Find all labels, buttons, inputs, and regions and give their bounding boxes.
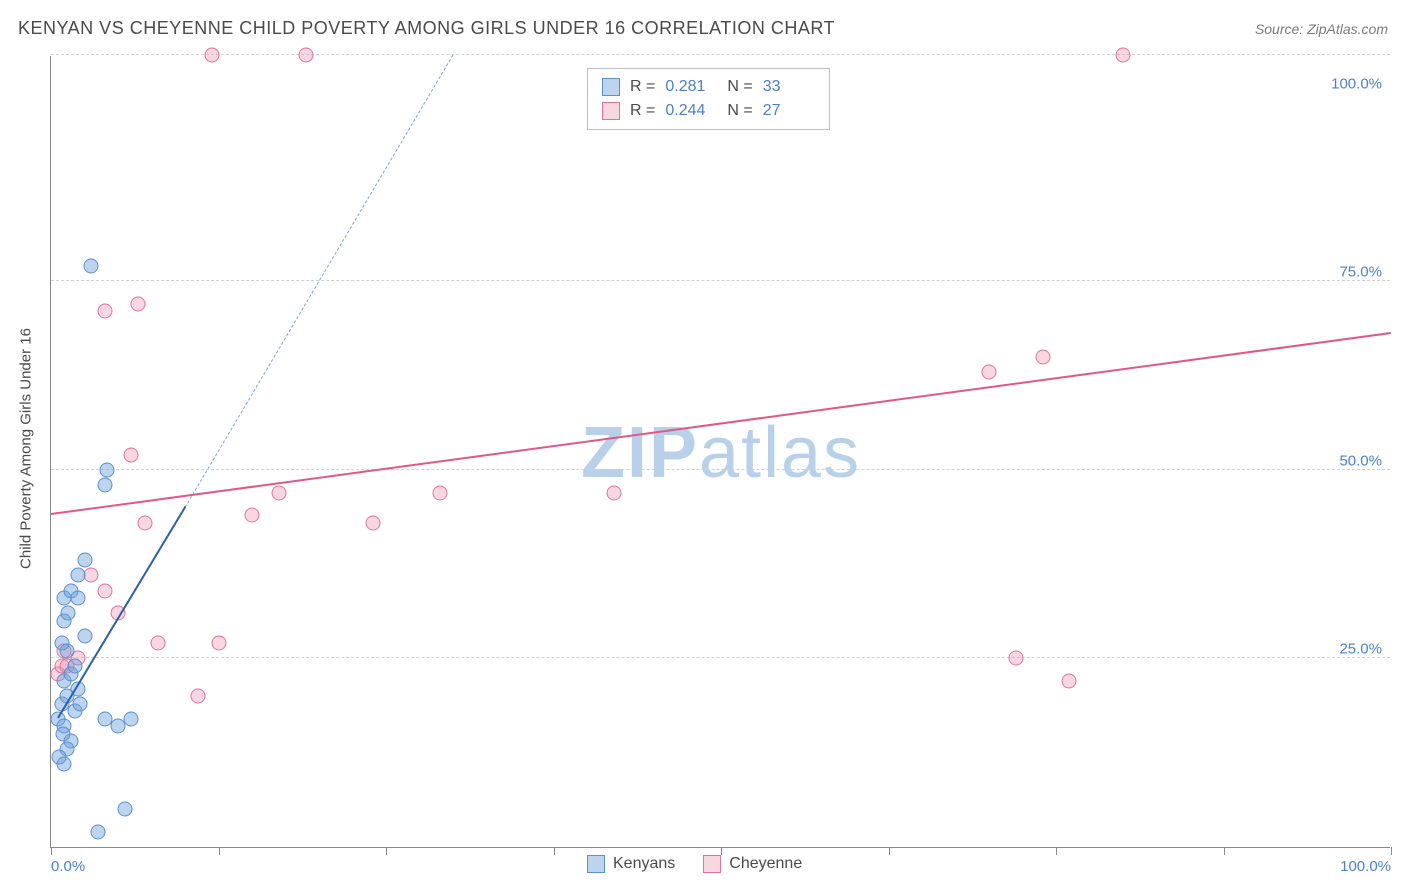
legend-item: Cheyenne <box>703 855 802 873</box>
chart-title: KENYAN VS CHEYENNE CHILD POVERTY AMONG G… <box>18 18 835 39</box>
data-point-kenyans <box>84 259 99 274</box>
data-point-kenyans <box>61 606 76 621</box>
legend-swatch <box>587 855 605 873</box>
data-point-cheyenne <box>245 508 260 523</box>
data-point-kenyans <box>90 824 105 839</box>
data-point-kenyans <box>77 628 92 643</box>
data-point-cheyenne <box>124 447 139 462</box>
legend-item: Kenyans <box>587 855 675 873</box>
data-point-cheyenne <box>271 485 286 500</box>
data-point-kenyans <box>54 636 69 651</box>
gridline-h <box>51 657 1390 658</box>
data-point-cheyenne <box>131 296 146 311</box>
x-tick <box>1056 847 1057 855</box>
y-tick-label: 100.0% <box>1331 75 1382 92</box>
legend-swatch <box>602 102 620 120</box>
x-tick <box>386 847 387 855</box>
legend-label: Cheyenne <box>729 855 802 873</box>
stats-box: R = 0.281 N = 33 R = 0.244 N = 27 <box>587 68 830 130</box>
y-axis-label: Child Poverty Among Girls Under 16 <box>18 328 35 569</box>
data-point-kenyans <box>77 553 92 568</box>
legend-label: Kenyans <box>613 855 675 873</box>
x-tick <box>889 847 890 855</box>
data-point-cheyenne <box>1062 674 1077 689</box>
data-point-cheyenne <box>84 568 99 583</box>
title-bar: KENYAN VS CHEYENNE CHILD POVERTY AMONG G… <box>18 18 1388 39</box>
n-value: 27 <box>763 99 815 123</box>
bottom-legend: Kenyans Cheyenne <box>587 855 802 873</box>
gridline-h <box>51 54 1390 55</box>
data-point-cheyenne <box>298 48 313 63</box>
stats-row: R = 0.244 N = 27 <box>602 99 815 123</box>
watermark-bold: ZIP <box>581 413 699 493</box>
data-point-kenyans <box>100 462 115 477</box>
data-point-kenyans <box>68 658 83 673</box>
x-tick <box>554 847 555 855</box>
y-tick-label: 50.0% <box>1339 452 1382 469</box>
gridline-h <box>51 469 1390 470</box>
data-point-cheyenne <box>365 515 380 530</box>
data-point-kenyans <box>111 719 126 734</box>
x-tick-label: 100.0% <box>1340 858 1391 875</box>
regression-line <box>51 332 1391 515</box>
r-value: 0.281 <box>665 75 717 99</box>
data-point-cheyenne <box>151 636 166 651</box>
data-point-cheyenne <box>97 304 112 319</box>
x-tick <box>219 847 220 855</box>
watermark: ZIPatlas <box>581 412 861 494</box>
data-point-cheyenne <box>204 48 219 63</box>
gridline-h <box>51 280 1390 281</box>
data-point-kenyans <box>56 726 71 741</box>
data-point-kenyans <box>97 477 112 492</box>
n-value: 33 <box>763 75 815 99</box>
stats-row: R = 0.281 N = 33 <box>602 75 815 99</box>
legend-swatch <box>602 78 620 96</box>
x-tick <box>1391 847 1392 855</box>
data-point-cheyenne <box>432 485 447 500</box>
data-point-cheyenne <box>97 583 112 598</box>
data-point-cheyenne <box>982 364 997 379</box>
y-tick-label: 75.0% <box>1339 264 1382 281</box>
data-point-cheyenne <box>606 485 621 500</box>
data-point-kenyans <box>73 696 88 711</box>
x-tick <box>51 847 52 855</box>
scatter-plot: ZIPatlas 25.0%50.0%75.0%100.0%0.0%100.0%… <box>50 56 1390 848</box>
regression-line <box>57 506 186 718</box>
x-tick <box>721 847 722 855</box>
r-value: 0.244 <box>665 99 717 123</box>
legend-swatch <box>703 855 721 873</box>
n-label: N = <box>727 75 752 99</box>
data-point-kenyans <box>52 749 67 764</box>
watermark-rest: atlas <box>699 413 861 493</box>
n-label: N = <box>727 99 752 123</box>
data-point-cheyenne <box>1116 48 1131 63</box>
r-label: R = <box>630 99 655 123</box>
source-label: Source: ZipAtlas.com <box>1255 21 1388 37</box>
x-tick <box>1224 847 1225 855</box>
data-point-cheyenne <box>211 636 226 651</box>
data-point-cheyenne <box>191 689 206 704</box>
r-label: R = <box>630 75 655 99</box>
data-point-kenyans <box>70 568 85 583</box>
data-point-cheyenne <box>1035 349 1050 364</box>
x-tick-label: 0.0% <box>51 858 85 875</box>
data-point-kenyans <box>124 711 139 726</box>
data-point-kenyans <box>70 591 85 606</box>
data-point-cheyenne <box>1008 651 1023 666</box>
y-tick-label: 25.0% <box>1339 641 1382 658</box>
data-point-kenyans <box>117 802 132 817</box>
data-point-cheyenne <box>137 515 152 530</box>
